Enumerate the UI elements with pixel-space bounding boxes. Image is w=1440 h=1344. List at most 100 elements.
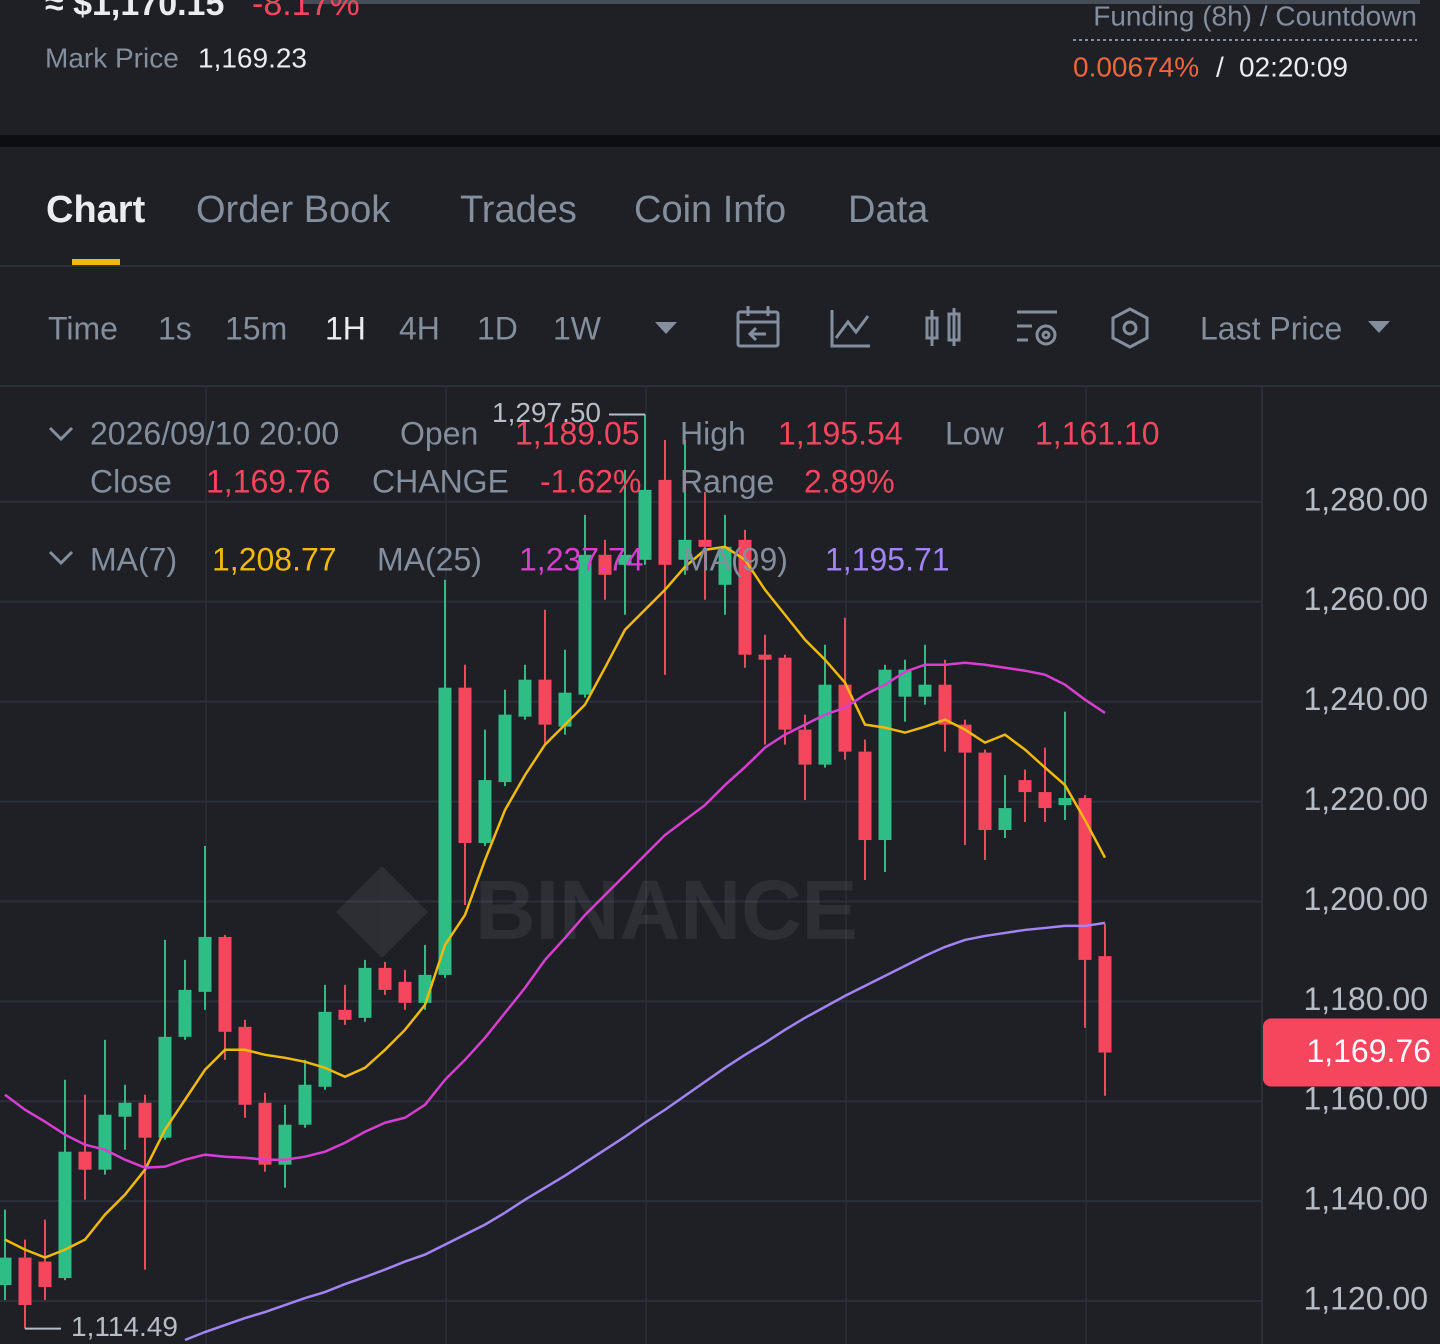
interval[interactable]: 1D	[477, 310, 518, 346]
y-tick-label: 1,180.00	[1303, 981, 1428, 1017]
candle-body	[1018, 780, 1032, 793]
more-intervals[interactable]	[655, 322, 677, 334]
info-value: -1.62%	[540, 463, 641, 499]
info-label: CHANGE	[372, 463, 509, 499]
candle-body	[718, 546, 732, 585]
max-label: 1,297.50	[492, 397, 601, 428]
candle-body	[98, 1114, 112, 1170]
candle-body	[58, 1151, 72, 1279]
candle-body	[518, 679, 532, 717]
y-tick-label: 1,240.00	[1303, 681, 1428, 717]
candle-body	[898, 669, 912, 697]
price-change: -8.17%	[252, 0, 360, 23]
candle-body	[458, 687, 472, 844]
legend-name: MA(25)	[377, 541, 482, 577]
grid	[0, 500, 1262, 1303]
candle-body	[998, 808, 1012, 831]
candle-body	[18, 1257, 32, 1306]
info-time: 2026/09/10 20:00	[90, 415, 339, 451]
interval[interactable]: 1W	[553, 310, 602, 346]
interval[interactable]: Time	[48, 310, 118, 346]
candle-body	[758, 654, 772, 660]
collapse-caret[interactable]	[48, 426, 74, 442]
candle-body	[158, 1036, 172, 1138]
min-label: 1,114.49	[71, 1311, 178, 1342]
tab[interactable]: Chart	[46, 189, 146, 231]
legend: MA(7) 1,208.77 MA(25) 1,237.74 MA(99) 1,195.7…	[90, 541, 950, 577]
funding-rate: 0.00674%	[1073, 51, 1199, 82]
candle-body	[258, 1102, 272, 1165]
candle-body	[118, 1102, 132, 1117]
ma-line	[184, 921, 1106, 1342]
candle-body	[598, 554, 612, 575]
candle-body	[498, 714, 512, 783]
candle-body	[1078, 798, 1092, 960]
candle-body	[1038, 792, 1052, 809]
interval[interactable]: 1H	[325, 310, 366, 346]
candle-type-icon[interactable]	[925, 308, 961, 346]
info-value: 1,195.54	[778, 415, 903, 451]
candle-body	[198, 936, 212, 992]
watermark: BINANCE	[336, 863, 858, 958]
candle-body	[778, 657, 792, 730]
last-price-label: 1,169.76	[1306, 1033, 1431, 1069]
settings-icon[interactable]	[1017, 310, 1057, 346]
candle-body	[318, 1011, 332, 1087]
legend-name: MA(7)	[90, 541, 177, 577]
collapse-caret[interactable]	[48, 550, 74, 566]
y-tick-label: 1,200.00	[1303, 881, 1428, 917]
approx-price: ≈ $1,170.15	[45, 0, 224, 23]
active-tab-indicator	[72, 259, 120, 266]
indicator-icon[interactable]	[830, 310, 870, 348]
header-bg	[0, 0, 1440, 135]
tab[interactable]: Order Book	[196, 189, 391, 231]
candle-body	[218, 936, 232, 1032]
interval[interactable]: 15m	[225, 310, 287, 346]
candle-body	[818, 684, 832, 765]
info-value: 1,161.10	[1035, 415, 1160, 451]
ma-line	[4, 545, 1107, 1259]
tab[interactable]: Data	[848, 189, 929, 231]
calendar-icon[interactable]	[736, 306, 780, 348]
depth-icon[interactable]	[1111, 307, 1149, 349]
candle-body	[238, 1026, 252, 1105]
plot	[0, 414, 1112, 1342]
tab[interactable]: Coin Info	[634, 189, 786, 231]
candle-body	[0, 1257, 12, 1286]
y-tick-label: 1,260.00	[1303, 581, 1428, 617]
info-label: Close	[90, 463, 172, 499]
info-value: 1,189.05	[515, 415, 640, 451]
candle-body	[178, 989, 192, 1037]
candle-body	[78, 1151, 92, 1170]
candle-body	[38, 1261, 52, 1288]
candle-body	[878, 669, 892, 841]
overlay: 1,120.00 1,140.00 1,160.00 1,180.00 1,200.00…	[25, 397, 1440, 1342]
candle-body	[738, 539, 752, 655]
info-label: High	[680, 415, 746, 451]
price-type-caret[interactable]	[1368, 321, 1390, 333]
candle-body	[298, 1084, 312, 1125]
info-label: Range	[680, 463, 774, 499]
price-type[interactable]: Last Price	[1200, 310, 1342, 346]
info-label: Low	[945, 415, 1005, 451]
candle-body	[938, 684, 952, 725]
interval[interactable]: 1s	[158, 310, 192, 346]
legend-value: 1,195.71	[825, 541, 950, 577]
candle-body	[558, 692, 572, 727]
candle-body	[538, 679, 552, 725]
legend-name: MA(99)	[683, 541, 788, 577]
panel-bg	[0, 147, 1440, 1344]
candle-body	[918, 684, 932, 697]
candle-body	[358, 967, 372, 1018]
tab[interactable]: Trades	[460, 189, 577, 231]
y-tick-label: 1,220.00	[1303, 781, 1428, 817]
candle-body	[138, 1102, 152, 1138]
countdown: 02:20:09	[1239, 51, 1348, 82]
legend-value: 1,237.74	[519, 541, 644, 577]
y-tick-label: 1,160.00	[1303, 1081, 1428, 1117]
info-value: 2.89%	[804, 463, 895, 499]
mark-price: 1,169.23	[198, 42, 307, 73]
funding-label: Funding (8h) / Countdown	[1093, 0, 1417, 31]
interval[interactable]: 4H	[399, 310, 440, 346]
info-value: 1,169.76	[206, 463, 331, 499]
